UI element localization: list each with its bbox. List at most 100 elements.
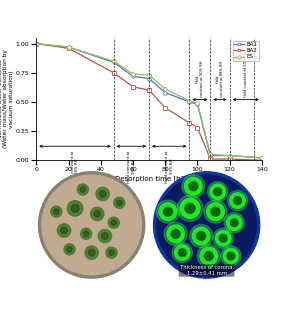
Circle shape — [106, 247, 117, 258]
ES — [209, 152, 212, 156]
Circle shape — [81, 228, 92, 239]
Circle shape — [207, 203, 224, 220]
BA2 — [67, 46, 70, 50]
ES — [112, 59, 116, 63]
Y-axis label: Normalized water contents
(Water mass/Water absorption by
vacuum saturation): Normalized water contents (Water mass/Wa… — [0, 49, 14, 148]
Circle shape — [207, 182, 228, 202]
Circle shape — [98, 229, 111, 243]
Circle shape — [157, 200, 180, 223]
Circle shape — [197, 244, 220, 267]
ES — [228, 154, 231, 158]
Circle shape — [159, 203, 177, 220]
Circle shape — [192, 227, 210, 245]
Circle shape — [213, 228, 233, 248]
Circle shape — [94, 210, 100, 217]
Circle shape — [177, 195, 203, 221]
BA1 — [260, 156, 264, 160]
BA1 — [112, 60, 116, 64]
Circle shape — [175, 245, 190, 261]
Circle shape — [197, 232, 205, 240]
Circle shape — [77, 184, 88, 195]
Circle shape — [116, 200, 122, 206]
ES — [164, 87, 167, 91]
Circle shape — [154, 172, 260, 278]
BA1 — [35, 42, 38, 46]
BA1 — [209, 154, 212, 158]
Legend: BA1, BA2, ES: BA1, BA2, ES — [233, 41, 259, 61]
Circle shape — [226, 215, 242, 231]
BA2 — [35, 42, 38, 46]
BA1 — [164, 91, 167, 94]
Text: Hold constant at
95% RH: Hold constant at 95% RH — [127, 150, 136, 183]
Circle shape — [61, 227, 67, 234]
Circle shape — [91, 207, 104, 220]
Circle shape — [223, 248, 239, 264]
BA1 — [148, 77, 151, 81]
BA2 — [164, 106, 167, 110]
Circle shape — [234, 197, 242, 204]
Circle shape — [164, 207, 172, 216]
Circle shape — [190, 225, 213, 248]
BA2 — [131, 85, 135, 89]
BA1 — [228, 154, 231, 158]
Circle shape — [182, 175, 205, 198]
Circle shape — [157, 175, 256, 275]
Circle shape — [172, 243, 192, 263]
Text: Hold constant at
98% RH: Hold constant at 98% RH — [71, 150, 79, 183]
Circle shape — [178, 249, 186, 256]
Circle shape — [230, 193, 245, 208]
BA2 — [260, 158, 264, 162]
Circle shape — [211, 207, 220, 216]
Circle shape — [228, 191, 248, 211]
BA2 — [196, 126, 199, 129]
Circle shape — [100, 191, 106, 197]
Circle shape — [57, 224, 71, 237]
Circle shape — [184, 177, 202, 195]
Circle shape — [88, 249, 95, 256]
BA2 — [148, 89, 151, 92]
Circle shape — [224, 213, 244, 233]
ES — [148, 73, 151, 77]
Circle shape — [227, 252, 235, 260]
BA1 — [67, 45, 70, 49]
Text: Hold
constant at 88% RH: Hold constant at 88% RH — [216, 61, 224, 97]
ES — [67, 45, 70, 49]
ES — [196, 101, 199, 105]
Line: BA2: BA2 — [35, 42, 264, 162]
Circle shape — [171, 229, 180, 238]
Circle shape — [164, 222, 187, 245]
Circle shape — [221, 246, 241, 266]
Circle shape — [219, 234, 227, 242]
Circle shape — [185, 203, 195, 213]
Circle shape — [215, 231, 231, 246]
BA1 — [188, 100, 191, 104]
BA2 — [228, 157, 231, 161]
Circle shape — [108, 217, 119, 228]
Circle shape — [230, 219, 238, 226]
Circle shape — [111, 220, 116, 226]
Circle shape — [54, 209, 59, 215]
Line: ES: ES — [35, 42, 264, 160]
Circle shape — [167, 225, 184, 243]
BA2 — [209, 157, 212, 161]
BA1 — [196, 102, 199, 106]
Text: Hold constant at
93% RH: Hold constant at 93% RH — [165, 150, 173, 183]
BA2 — [112, 71, 116, 75]
BA1 — [131, 74, 135, 78]
Circle shape — [214, 188, 221, 196]
X-axis label: Desorption time [h]: Desorption time [h] — [115, 175, 183, 182]
Circle shape — [71, 204, 79, 212]
Circle shape — [85, 246, 98, 259]
Circle shape — [51, 206, 62, 217]
Circle shape — [200, 247, 218, 265]
Line: BA1: BA1 — [35, 42, 264, 160]
Circle shape — [80, 187, 86, 192]
Circle shape — [180, 198, 200, 218]
Circle shape — [67, 247, 72, 252]
Circle shape — [210, 184, 226, 199]
Circle shape — [96, 187, 109, 201]
Circle shape — [67, 201, 83, 216]
ES — [35, 42, 38, 46]
Circle shape — [39, 172, 145, 278]
Circle shape — [204, 252, 213, 261]
